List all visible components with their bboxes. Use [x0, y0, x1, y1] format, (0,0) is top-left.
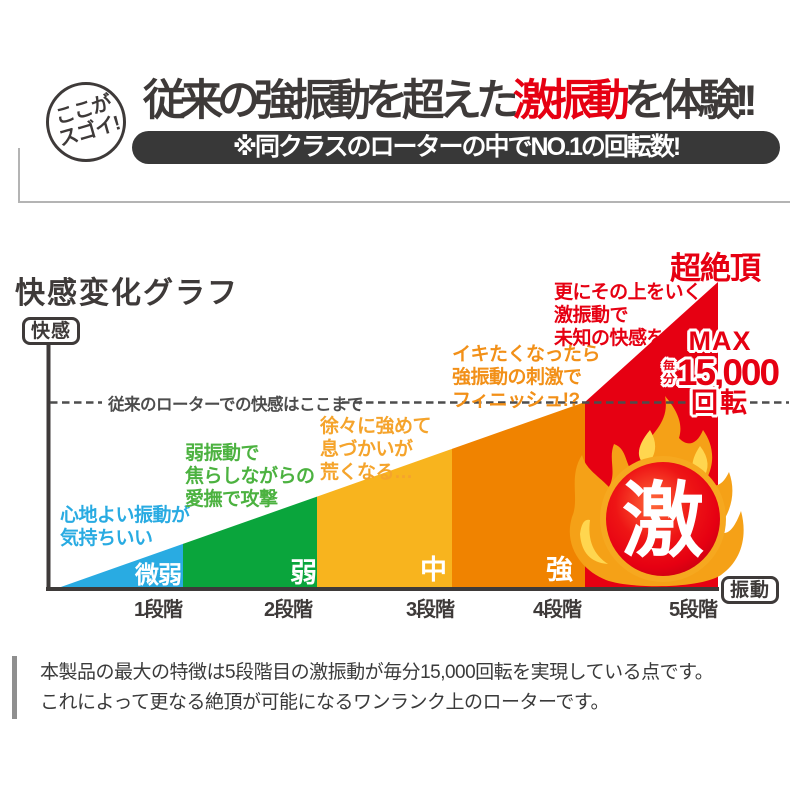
annotation-stage3: 徐々に強めて 息づかいが 荒くなる…	[320, 416, 432, 484]
level-label-3: 中	[420, 555, 447, 585]
headline-pre: 従来の強振動を超えた	[143, 77, 519, 125]
headline-post: を体験!!	[624, 77, 758, 125]
tick-label-3: 3段階	[405, 599, 455, 621]
tick-label-4: 4段階	[532, 599, 582, 621]
y-axis-label-box: 快感	[22, 317, 80, 345]
footer-accent-bar	[12, 656, 17, 719]
level-label-4: 強	[546, 555, 573, 585]
geki-ring	[600, 456, 726, 582]
flame-icon	[569, 396, 744, 587]
peak-label: 超絶頂	[670, 251, 761, 286]
threshold-label: 従来のローターでの快感はここまで	[108, 396, 364, 414]
max-badge-unit: 毎分	[662, 358, 675, 386]
level-label-2: 弱	[290, 558, 317, 588]
tick-label-1: 1段階	[133, 599, 183, 621]
tick-label-2: 2段階	[263, 599, 313, 621]
highlight-circle-badge: ここが スゴイ!	[46, 82, 126, 162]
sub-banner: ※同クラスのローターの中でNO.1の回転数!	[132, 131, 780, 164]
main-headline: 従来の強振動を超えた激振動を体験!!	[143, 77, 758, 125]
annotation-stage2: 弱振動で 焦らしながらの 愛撫で攻撃	[185, 443, 315, 511]
max-badge-value: 15,000	[676, 352, 780, 393]
annotation-stage1: 心地よい振動が 気持ちいい	[60, 505, 190, 550]
max-rpm-badge: MAX 毎分 15,000 回転	[645, 328, 795, 417]
max-badge-line1: MAX	[688, 326, 752, 356]
x-axis-label-box: 振動	[721, 576, 779, 604]
tick-label-5: 5段階	[668, 599, 718, 621]
annotation-stage4: イキたくなったら 強振動の刺激で フィニッシュ!?	[452, 344, 601, 412]
section-corner-line	[18, 148, 790, 203]
highlight-circle-text: ここが スゴイ!	[50, 92, 122, 152]
annotation-stage5: 更にその上をいく 激振動で 未知の快感を	[554, 282, 702, 350]
headline-highlight: 激振動	[513, 77, 630, 125]
geki-symbol: 激	[622, 476, 704, 567]
max-badge-line3: 回転	[691, 388, 749, 418]
level-label-1: 微弱	[135, 562, 182, 589]
footer-description: 本製品の最大の特徴は5段階目の激振動が毎分15,000回転を実現している点です。…	[40, 662, 714, 713]
chart-title: 快感変化グラフ	[15, 277, 239, 310]
geki-circle	[606, 462, 720, 576]
